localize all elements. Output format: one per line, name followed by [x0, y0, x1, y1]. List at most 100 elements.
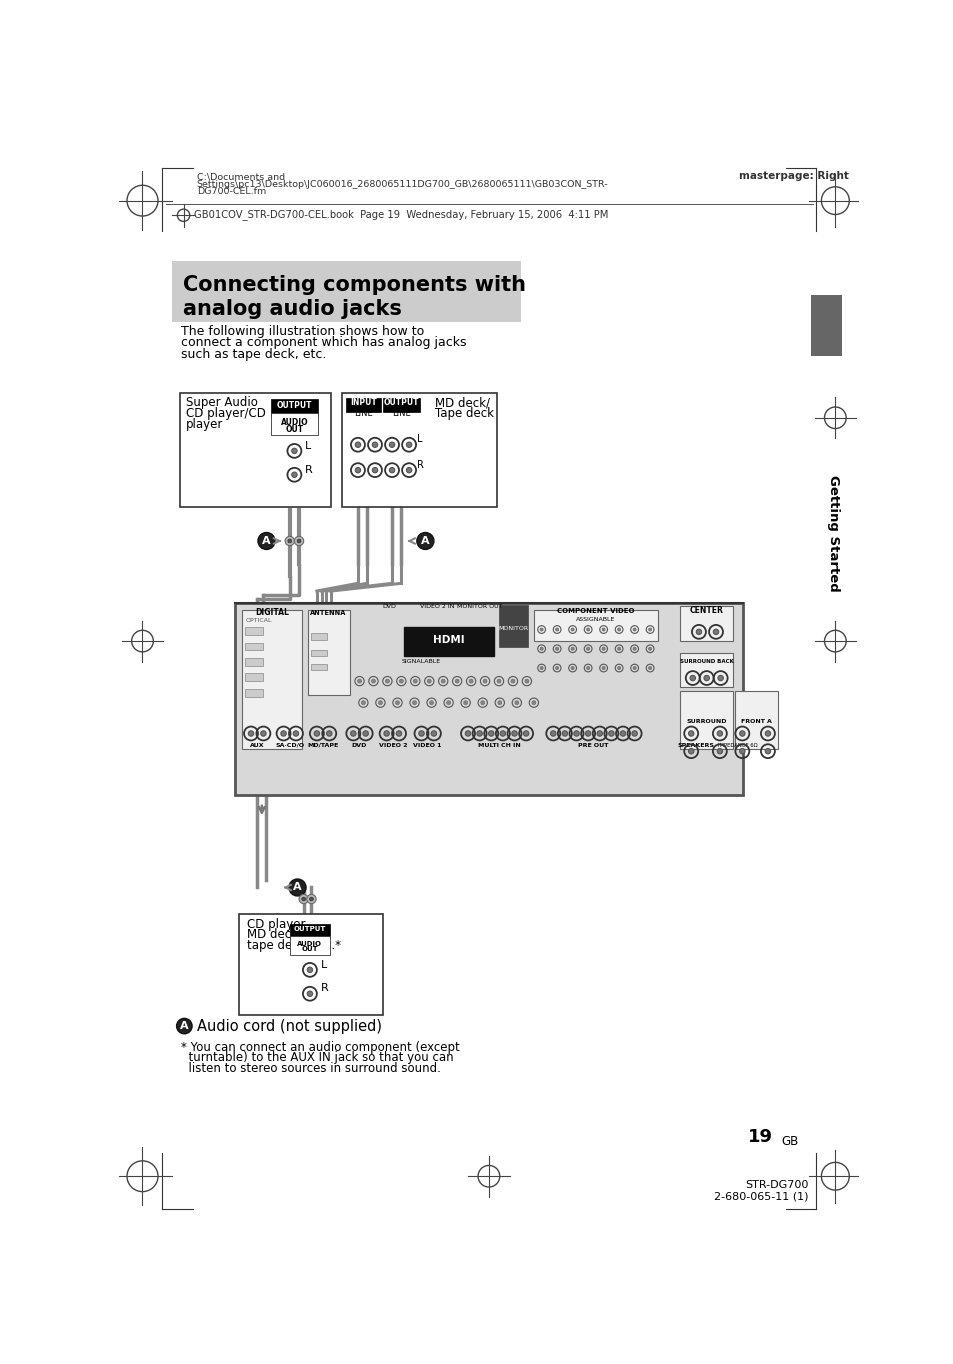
- Circle shape: [497, 679, 500, 683]
- Bar: [679, 652, 732, 687]
- Bar: [498, 604, 528, 648]
- Circle shape: [571, 627, 574, 632]
- Circle shape: [413, 679, 416, 683]
- Circle shape: [703, 675, 709, 681]
- Circle shape: [539, 667, 542, 670]
- Text: Audio cord (not supplied): Audio cord (not supplied): [196, 1019, 381, 1034]
- Text: INPUT: INPUT: [350, 398, 376, 406]
- Circle shape: [296, 539, 301, 543]
- Text: AUDIO: AUDIO: [297, 941, 322, 947]
- Text: DVD: DVD: [381, 604, 395, 608]
- Text: OUT: OUT: [301, 945, 318, 952]
- Text: DG700-CEL.fm: DG700-CEL.fm: [196, 187, 266, 196]
- Circle shape: [511, 679, 515, 683]
- Text: 2-680-065-11 (1): 2-680-065-11 (1): [714, 1191, 808, 1202]
- Text: COMPONENT VIDEO: COMPONENT VIDEO: [557, 608, 634, 614]
- Circle shape: [524, 679, 528, 683]
- Circle shape: [294, 536, 303, 546]
- Text: CD player,: CD player,: [247, 918, 309, 930]
- Circle shape: [764, 731, 770, 737]
- Text: L: L: [320, 959, 327, 970]
- Text: SA·CD/O: SA·CD/O: [274, 742, 304, 747]
- Circle shape: [717, 749, 721, 754]
- Bar: [179, 393, 331, 507]
- Circle shape: [601, 627, 604, 632]
- Circle shape: [288, 539, 292, 543]
- Circle shape: [539, 627, 542, 632]
- Circle shape: [412, 701, 416, 705]
- Bar: [382, 398, 419, 412]
- Text: STR-DG700: STR-DG700: [745, 1180, 808, 1189]
- Circle shape: [389, 468, 395, 473]
- Circle shape: [389, 442, 395, 447]
- Circle shape: [718, 675, 722, 681]
- Text: CENTER: CENTER: [689, 607, 723, 615]
- Circle shape: [176, 1019, 192, 1034]
- Circle shape: [550, 731, 556, 737]
- Circle shape: [289, 878, 306, 896]
- Text: AUDIO: AUDIO: [280, 419, 308, 427]
- Circle shape: [326, 731, 332, 737]
- Circle shape: [357, 679, 361, 683]
- Text: OUTPUT: OUTPUT: [276, 401, 312, 409]
- Circle shape: [586, 667, 589, 670]
- Text: A: A: [293, 883, 301, 892]
- Circle shape: [416, 532, 434, 550]
- Circle shape: [406, 468, 412, 473]
- Circle shape: [515, 701, 518, 705]
- Circle shape: [307, 967, 313, 973]
- Text: listen to stereo sources in surround sound.: listen to stereo sources in surround sou…: [181, 1063, 440, 1075]
- Text: VIDEO 2: VIDEO 2: [378, 742, 407, 747]
- Text: HDMI: HDMI: [433, 634, 464, 645]
- Circle shape: [739, 731, 744, 737]
- Text: A: A: [420, 536, 429, 546]
- Text: L: L: [305, 442, 312, 451]
- Circle shape: [586, 648, 589, 651]
- Bar: [239, 914, 382, 1015]
- Circle shape: [497, 701, 501, 705]
- Circle shape: [257, 532, 274, 550]
- Bar: [679, 692, 732, 749]
- Bar: [245, 674, 263, 681]
- Circle shape: [561, 731, 567, 737]
- Circle shape: [395, 731, 401, 737]
- Bar: [534, 610, 658, 641]
- Bar: [245, 642, 263, 651]
- Text: L: L: [416, 434, 422, 445]
- Text: masterpage: Right: masterpage: Right: [739, 170, 848, 181]
- Text: ANTENNA: ANTENNA: [310, 610, 346, 617]
- Circle shape: [350, 731, 355, 737]
- Circle shape: [482, 679, 486, 683]
- Bar: [241, 610, 302, 749]
- Text: SURROUND: SURROUND: [686, 719, 726, 724]
- Text: ASSIGNABLE: ASSIGNABLE: [576, 617, 615, 622]
- Bar: [235, 603, 742, 795]
- Text: Super Audio: Super Audio: [186, 396, 257, 409]
- Circle shape: [597, 731, 602, 737]
- Circle shape: [469, 679, 473, 683]
- Circle shape: [355, 442, 360, 447]
- Circle shape: [689, 675, 695, 681]
- Bar: [735, 692, 778, 749]
- Text: LINE: LINE: [392, 409, 411, 419]
- Bar: [311, 664, 327, 670]
- Bar: [307, 610, 350, 696]
- Circle shape: [571, 648, 574, 651]
- Text: LINE: LINE: [354, 409, 373, 419]
- Text: R: R: [320, 983, 328, 993]
- Bar: [245, 627, 263, 634]
- Circle shape: [307, 895, 315, 904]
- Circle shape: [488, 731, 494, 737]
- Circle shape: [499, 731, 505, 737]
- Text: R: R: [305, 465, 313, 475]
- Circle shape: [429, 701, 433, 705]
- Circle shape: [431, 731, 436, 737]
- Circle shape: [355, 468, 360, 473]
- Text: SURROUND BACK: SURROUND BACK: [679, 659, 733, 664]
- Circle shape: [696, 629, 700, 634]
- Circle shape: [586, 627, 589, 632]
- Text: Tape deck: Tape deck: [435, 406, 494, 420]
- Bar: [342, 393, 497, 507]
- Circle shape: [309, 898, 313, 902]
- Text: DIGITAL: DIGITAL: [254, 608, 289, 617]
